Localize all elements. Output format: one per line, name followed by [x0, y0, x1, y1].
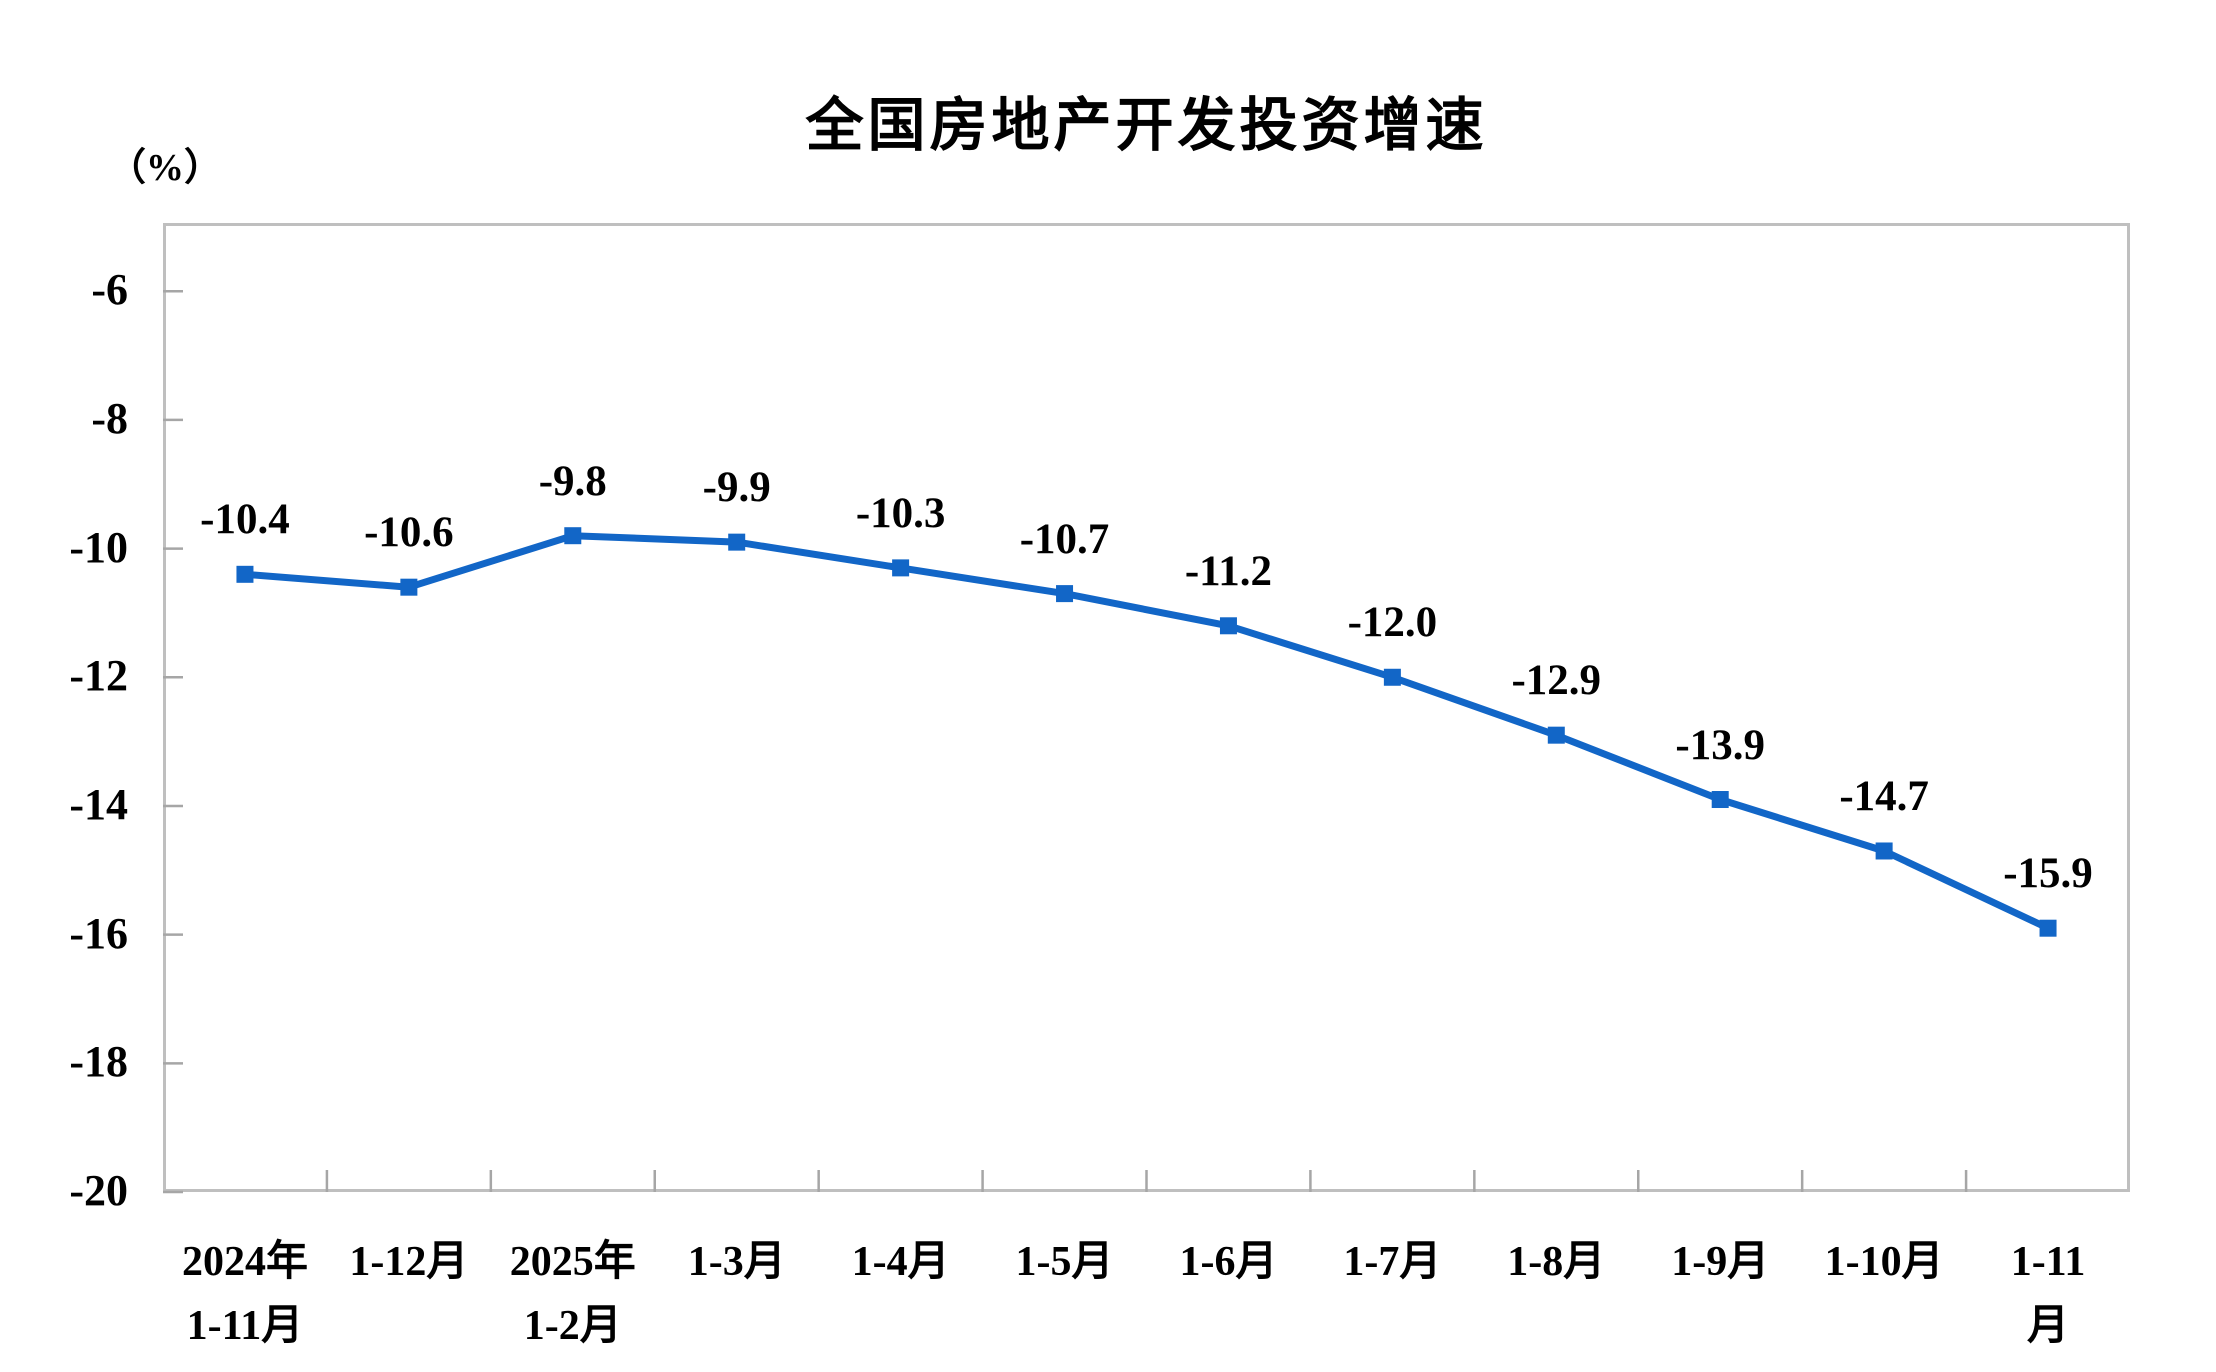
x-category-label: 1-11月: [2010, 1239, 2086, 1349]
data-point-marker: [236, 565, 254, 583]
plot-area: -6 -8 -10 -12 -14 -16 -18 -20 2024年 1-11月 1-12月 2…: [69, 223, 2130, 1349]
data-point-label: -10.7: [1019, 515, 1110, 563]
data-point-marker: [728, 533, 746, 551]
chart-title: 全国房地产开发投资增速: [805, 93, 1488, 158]
x-category-label: 1-12月: [349, 1239, 469, 1285]
data-point-marker: [2039, 919, 2057, 937]
data-point-marker: [1383, 668, 1401, 686]
y-axis-unit-label: （%）: [108, 147, 223, 189]
x-category-label: 2024年 1-11月: [181, 1239, 308, 1349]
y-tick-label: -8: [91, 393, 128, 443]
x-category-label: 1-6月: [1179, 1239, 1278, 1285]
x-category-label: 1-10月: [1824, 1239, 1944, 1285]
data-point-label: -10.4: [200, 496, 290, 544]
data-point-label: -10.6: [364, 509, 454, 557]
data-point-marker: [892, 559, 910, 577]
y-tick-label: -14: [69, 779, 128, 829]
data-point-marker: [1547, 726, 1565, 744]
y-tick-label: -10: [69, 522, 128, 572]
data-point-label: -13.9: [1675, 721, 1765, 769]
data-point-label: -12.9: [1511, 657, 1602, 705]
y-tick-label: -12: [69, 651, 128, 701]
data-point-marker: [564, 527, 582, 545]
series-line: [241, 532, 2052, 932]
data-point-label: -15.9: [2003, 850, 2093, 898]
y-tick-label: -20: [69, 1166, 128, 1215]
x-category-label: 2025年 1-2月: [509, 1239, 636, 1349]
x-category-label: 1-4月: [851, 1239, 950, 1285]
data-point-marker: [1711, 791, 1729, 809]
data-point-label: -9.9: [702, 464, 771, 512]
x-category-label: 1-7月: [1343, 1239, 1442, 1285]
data-point-label: -14.7: [1839, 772, 1929, 820]
line-plot-svg: [163, 223, 2130, 1194]
plot-border: [163, 223, 2130, 1192]
data-point-label: -9.8: [538, 457, 607, 505]
data-point-label: -11.2: [1184, 547, 1273, 595]
x-category-label: 1-3月: [687, 1239, 786, 1285]
data-point-marker: [400, 578, 418, 596]
data-point-marker: [1219, 617, 1237, 635]
y-tick-label: -16: [69, 908, 128, 958]
x-category-label: 1-9月: [1671, 1239, 1770, 1285]
y-tick-label: -18: [69, 1037, 128, 1087]
data-point-marker: [1875, 842, 1893, 860]
y-tick-label: -6: [91, 265, 128, 315]
data-point-label: -12.0: [1347, 599, 1438, 647]
data-point-marker: [1056, 585, 1074, 603]
x-category-label: 1-5月: [1015, 1239, 1114, 1285]
x-category-label: 1-8月: [1507, 1239, 1606, 1285]
data-point-label: -10.3: [855, 489, 946, 537]
